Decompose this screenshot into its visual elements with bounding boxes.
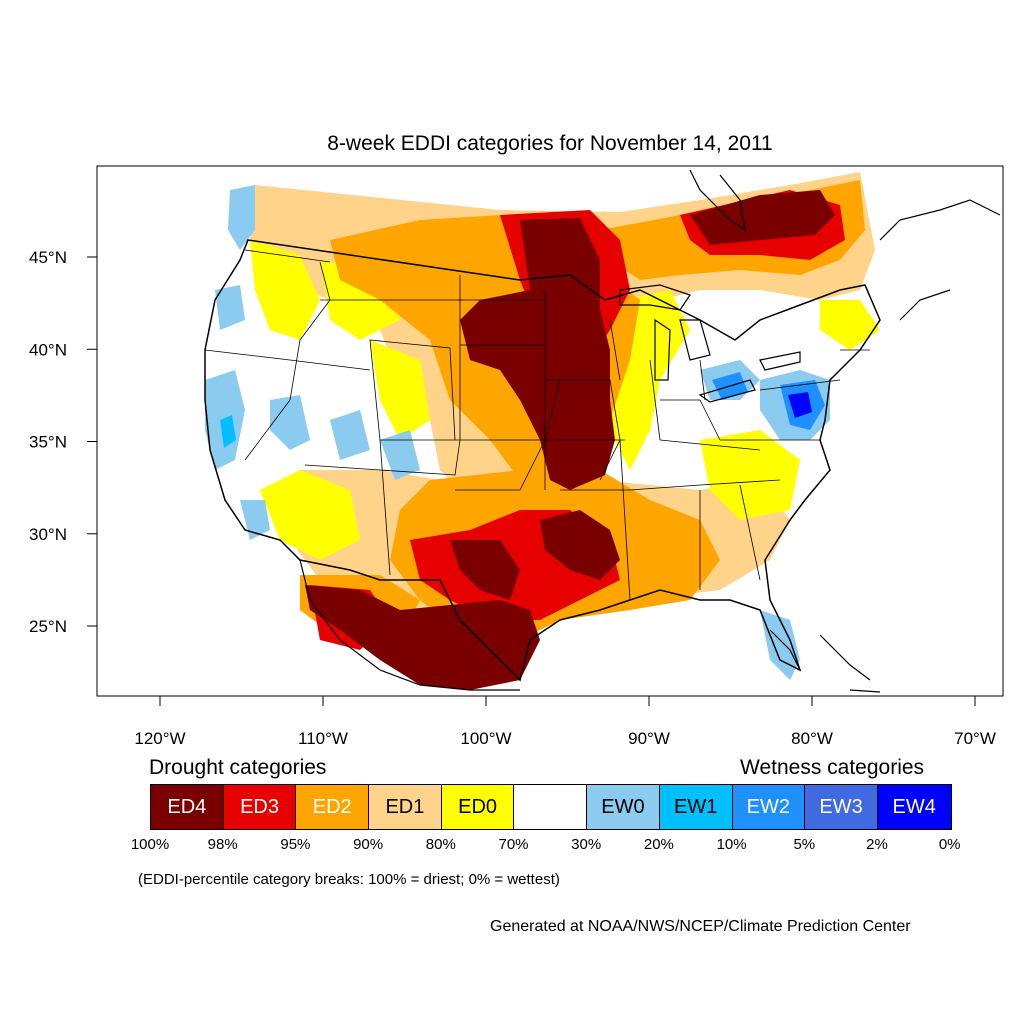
lon-label: 110°W [298,729,348,748]
legend-swatch [514,785,588,829]
lon-label: 120°W [134,729,185,748]
lon-label: 100°W [460,729,511,748]
lon-label: 90°W [628,729,670,748]
lon-label: 70°W [954,729,996,748]
legend-swatch: ED1 [369,785,442,829]
legend-swatch: EW1 [659,785,733,829]
legend-drought-title: Drought categories [149,756,327,779]
legend-wetness-title: Wetness categories [740,756,925,779]
legend-break-label: 10% [716,836,747,853]
map-title: 8-week EDDI categories for November 14, … [327,132,773,155]
legend-break-label: 30% [571,836,602,853]
credit-text: Generated at NOAA/NWS/NCEP/Climate Predi… [490,918,911,935]
legend-break-label: 70% [498,836,529,853]
axis-ticks [87,256,976,706]
legend-swatch: ED3 [223,785,297,829]
lat-label: 40°N [29,340,67,359]
legend-break-label: 5% [793,836,816,853]
legend-color-bar: ED4 ED3 ED2 ED1 ED0 EW0 EW1 EW2 EW3 EW4 [150,784,952,830]
legend-break-label: 80% [425,836,456,853]
legend-break-label: 2% [866,836,888,853]
legend-swatch: EW4 [877,785,951,829]
legend-break-label: 0% [938,836,961,853]
map-canvas: 45°N 40°N 35°N 30°N 25°N 120°W 110°W 100°W 90°W 8… [29,165,1004,748]
eddi-field [195,170,900,696]
legend-break-label: 95% [280,836,311,853]
legend-swatch: EW0 [587,785,660,829]
lat-label: 45°N [29,248,67,267]
lat-label: 35°N [29,433,67,452]
legend-break-label: 90% [353,836,384,853]
map-frame [96,165,1004,697]
legend-note: (EDDI-percentile category breaks: 100% =… [138,871,560,888]
axis-labels: 45°N 40°N 35°N 30°N 25°N 120°W 110°W 100°W 90°W 8… [29,248,996,748]
legend-swatch: ED2 [296,785,370,829]
lat-label: 25°N [29,617,67,636]
lon-label: 80°W [791,729,833,748]
legend-swatch: EW2 [732,785,806,829]
legend-break-label: 98% [207,836,238,853]
legend-swatch: EW3 [805,785,878,829]
legend-break-label: 20% [643,836,674,853]
lat-label: 30°N [29,525,67,544]
legend-swatch: ED0 [441,785,515,829]
legend-break-label: 100% [130,836,170,853]
legend-swatch: ED4 [151,785,224,829]
map-outlines [204,169,1001,693]
legend-breaks: 100% 98% 95% 90% 80% 70% 30% 20% 10% 5% 2% 0% [0,836,1024,856]
